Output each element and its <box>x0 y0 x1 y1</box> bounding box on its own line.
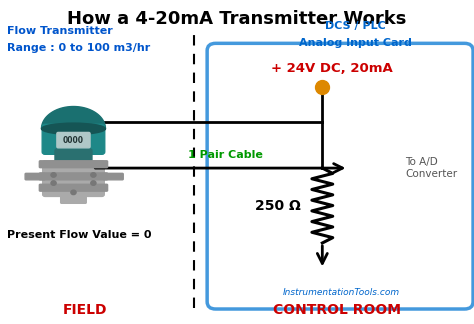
Text: Flow Transmitter: Flow Transmitter <box>7 26 113 36</box>
Circle shape <box>51 173 56 177</box>
Polygon shape <box>42 107 106 129</box>
Circle shape <box>91 173 96 177</box>
Text: Present Flow Value = 0: Present Flow Value = 0 <box>7 230 152 240</box>
Text: DCS / PLC: DCS / PLC <box>325 21 386 31</box>
FancyBboxPatch shape <box>103 173 123 180</box>
Text: How a 4-20mA Transmitter Works: How a 4-20mA Transmitter Works <box>67 10 407 28</box>
Circle shape <box>91 181 96 185</box>
FancyBboxPatch shape <box>55 149 92 167</box>
Text: InstrumentationTools.com: InstrumentationTools.com <box>283 288 400 297</box>
Text: 1 Pair Cable: 1 Pair Cable <box>188 150 263 160</box>
Text: 250 Ω: 250 Ω <box>255 199 301 213</box>
FancyBboxPatch shape <box>207 43 473 309</box>
Circle shape <box>51 181 56 185</box>
FancyBboxPatch shape <box>43 161 104 196</box>
FancyBboxPatch shape <box>39 173 108 180</box>
Text: 0000: 0000 <box>63 136 84 145</box>
Ellipse shape <box>42 123 106 134</box>
Text: Range : 0 to 100 m3/hr: Range : 0 to 100 m3/hr <box>7 42 150 52</box>
FancyBboxPatch shape <box>42 124 105 154</box>
Text: + 24V DC, 20mA: + 24V DC, 20mA <box>271 62 392 75</box>
Text: Analog Input Card: Analog Input Card <box>299 38 412 48</box>
FancyBboxPatch shape <box>57 133 90 148</box>
FancyBboxPatch shape <box>39 161 108 168</box>
Text: FIELD: FIELD <box>63 303 108 317</box>
Text: CONTROL ROOM: CONTROL ROOM <box>273 303 401 317</box>
Text: To A/D
Converter: To A/D Converter <box>405 157 457 179</box>
FancyBboxPatch shape <box>25 173 45 180</box>
Circle shape <box>71 190 76 195</box>
FancyBboxPatch shape <box>39 184 108 191</box>
FancyBboxPatch shape <box>61 191 86 203</box>
